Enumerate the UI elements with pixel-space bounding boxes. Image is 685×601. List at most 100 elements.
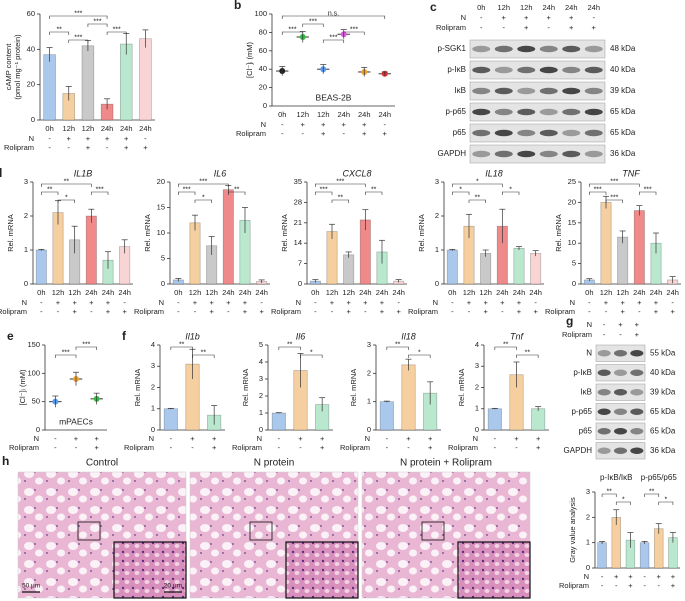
bar (639, 542, 650, 569)
row-sign: + (547, 13, 552, 22)
blot-band (517, 150, 536, 158)
blot-band (494, 108, 513, 116)
y-tick-label: 20 (157, 177, 165, 186)
row-sign: + (380, 307, 385, 316)
x-tick-label: 24h (378, 110, 391, 119)
bar (446, 249, 458, 285)
row-sign: - (593, 13, 596, 22)
chart-title: IL6 (214, 168, 227, 178)
kda-label: 40 kDa (650, 368, 676, 377)
y-tick-label: 100 (254, 9, 267, 18)
blot-band (472, 45, 491, 53)
y-tick-label: 1 (475, 404, 479, 413)
y-tick-label: 0 (259, 425, 263, 434)
row-sign: - (144, 134, 147, 143)
row-sign: + (380, 298, 385, 307)
y-tick-label: 2 (24, 211, 28, 220)
x-tick-label: 12h (342, 288, 355, 297)
row-sign: - (170, 434, 173, 443)
significance-label: ** (503, 341, 509, 348)
axis-line (306, 182, 407, 285)
row-sign: - (123, 298, 126, 307)
blot-band (584, 66, 603, 74)
row-sign: + (209, 307, 214, 316)
significance-bracket (170, 346, 193, 350)
row-sign: + (514, 434, 519, 443)
bar (379, 401, 394, 431)
row-sign: - (314, 298, 317, 307)
significance-bracket (41, 183, 92, 187)
blot-band (539, 66, 558, 74)
band-label: p-p65 (446, 107, 467, 116)
significance-label: *** (610, 194, 618, 201)
blot-strip (595, 364, 646, 382)
band-label: p-IκB (573, 368, 592, 377)
y-tick-label: 0 (475, 425, 479, 434)
y-tick-label: 0 (298, 279, 302, 288)
bar (120, 43, 133, 121)
band-label: IκB (580, 387, 592, 396)
y-tick-label: 2 (435, 211, 439, 220)
x-tick-label: 24h (376, 288, 389, 297)
bar (43, 54, 56, 121)
y-tick-label: 20 (27, 80, 35, 89)
row-sign: - (281, 129, 284, 138)
blot-band (630, 389, 644, 396)
kda-label: 39 kDa (650, 387, 676, 396)
row-label: N (570, 298, 575, 307)
row-sign: + (428, 443, 433, 452)
y-tick-label: 0 (435, 279, 439, 288)
row-sign: + (94, 443, 99, 452)
significance-label: *** (336, 178, 344, 185)
blot-band (494, 87, 513, 95)
row-sign: - (643, 572, 646, 581)
row-sign: + (383, 129, 388, 138)
bar (326, 231, 338, 285)
y-tick-label: 0 (263, 101, 267, 110)
x-tick-label: 24h (120, 124, 133, 133)
x-tick-label: 24h (359, 288, 372, 297)
significance-bracket (194, 199, 212, 203)
row-sign: - (364, 307, 367, 316)
row-sign: - (397, 298, 400, 307)
significance-bracket (49, 31, 70, 35)
y-tick-label: 3 (475, 361, 479, 370)
micrograph-inset (457, 541, 531, 599)
zoom-box (77, 521, 101, 541)
annotation: BEAS-2B (316, 92, 352, 102)
blot-band (613, 447, 628, 454)
significance-label: n.s. (328, 10, 339, 17)
row-label: N (22, 298, 27, 307)
row-label: Rolipram (559, 581, 589, 590)
row-sign: - (643, 581, 646, 590)
y-axis-label: Rel. mRNA (143, 214, 152, 252)
row-sign: + (86, 143, 91, 152)
significance-label: ** (179, 341, 185, 348)
row-sign: + (106, 307, 111, 316)
blot-strip (469, 60, 606, 80)
row-sign: + (67, 134, 72, 143)
significance-bracket (502, 191, 520, 195)
row-sign: - (588, 298, 591, 307)
significance-bracket (300, 354, 323, 358)
blot-band (517, 45, 536, 53)
axis-line (443, 182, 544, 285)
y-tick-label: 1 (586, 538, 590, 547)
micrograph-inset (285, 541, 359, 599)
significance-label: * (622, 496, 625, 503)
row-sign: + (628, 581, 633, 590)
blot-band (562, 129, 581, 137)
chart-title: Tnf (510, 331, 525, 341)
significance-bracket (589, 183, 640, 187)
y-tick-label: 4 (151, 340, 155, 349)
blot-band (613, 369, 628, 376)
band-label: N (586, 348, 592, 357)
significance-label: * (65, 194, 68, 201)
blot-band (562, 66, 581, 74)
significance-label: ** (234, 186, 240, 193)
significance-label: *** (113, 26, 121, 33)
y-tick-label: 5 (161, 253, 165, 262)
blot-band (584, 129, 603, 137)
row-sign: + (301, 120, 306, 129)
y-tick-label: 80 (259, 27, 267, 36)
